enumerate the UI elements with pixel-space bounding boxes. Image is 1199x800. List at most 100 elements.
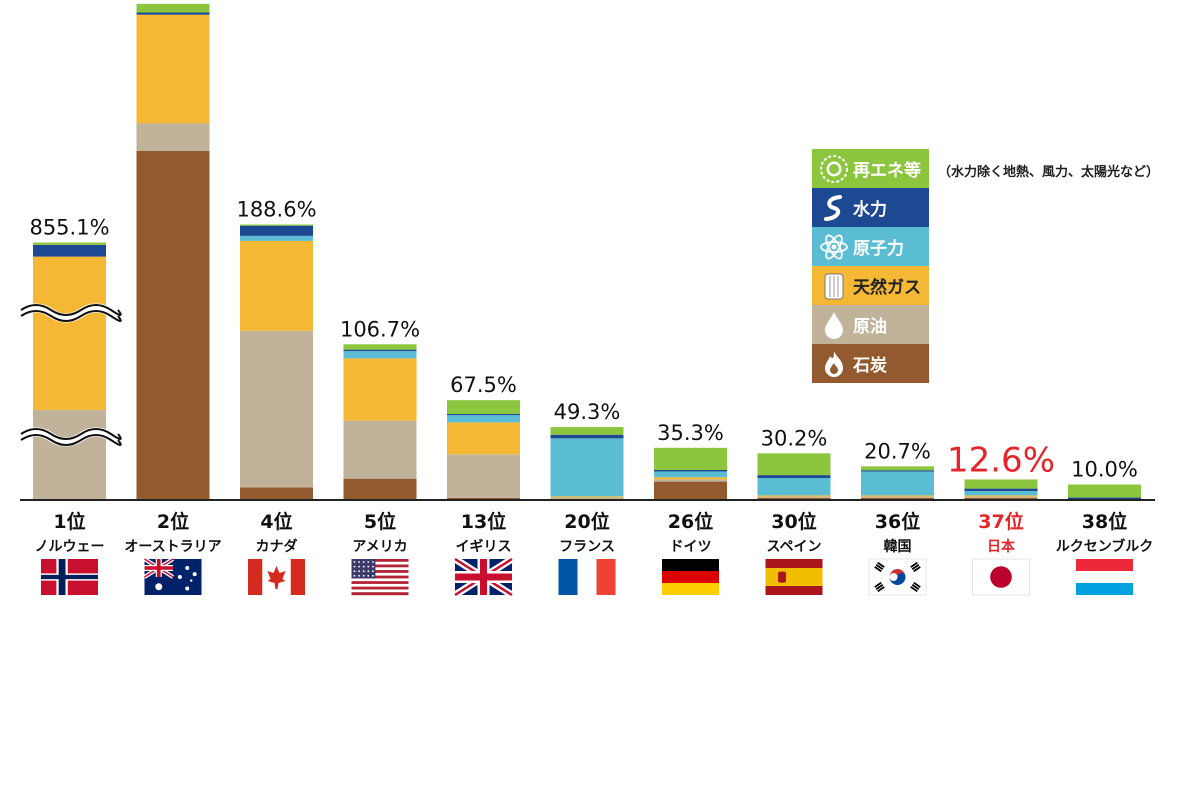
bar-segment-gas (447, 422, 520, 455)
country-label: ルクセンブルク (1056, 538, 1154, 555)
data-label: 20.7% (864, 439, 931, 463)
flame-icon (818, 348, 850, 380)
bar-segment-oil (964, 496, 1038, 498)
flag-korea (868, 558, 927, 596)
legend-item-coal: 石炭 (812, 344, 929, 383)
atom-icon (818, 231, 850, 263)
bar-segment-coal (240, 487, 313, 499)
bar-segment-oil (447, 454, 520, 498)
bar-segment-hydro (964, 488, 1038, 492)
axis-break-mark (20, 304, 122, 316)
bar-segment-oil (757, 496, 831, 498)
bar-segment-nuclear (861, 471, 934, 496)
rank-label: 2位 (157, 510, 189, 533)
data-label: 341.5% (133, 0, 213, 1)
bar-segment-gas (240, 240, 313, 331)
bar-segment-renew (550, 427, 624, 435)
legend-item-gas: 天然ガス (812, 266, 929, 305)
legend-label: 原子力 (853, 239, 904, 259)
data-label: 106.7% (340, 317, 420, 341)
legend-label: 水力 (853, 200, 887, 220)
rank-label: 30位 (771, 510, 816, 533)
data-label: 12.6% (947, 440, 1055, 480)
bar-segment-renew (654, 447, 727, 470)
bar-segment-renew (447, 400, 520, 414)
bar-segment-nuclear (240, 235, 313, 241)
country-label: 日本 (987, 538, 1016, 555)
rank-label: 36位 (875, 510, 920, 533)
country-label: スペイン (766, 539, 821, 555)
data-label: 30.2% (761, 426, 828, 450)
rank-label: 26位 (668, 510, 713, 533)
bar-segment-renew (861, 466, 934, 471)
legend-item-hydro: 水力 (812, 188, 929, 227)
bar-segment-nuclear (550, 438, 624, 497)
bar-segment-nuclear (343, 351, 417, 359)
legend-label: 石炭 (853, 356, 887, 376)
bar-segment-hydro (757, 475, 831, 478)
bar-segment-renew (343, 344, 417, 350)
axis-break-mark (20, 310, 122, 322)
bar-segment-renew (964, 479, 1038, 489)
bar-segment-nuclear (964, 491, 1038, 496)
flag-spain (765, 559, 823, 595)
water-flow-icon (818, 192, 850, 224)
country-label: カナダ (256, 538, 298, 555)
bar-segment-oil (343, 420, 417, 479)
legend-label: 原油 (853, 317, 887, 337)
axis-break-mark (20, 434, 122, 446)
data-label: 67.5% (450, 373, 517, 397)
bar-segment-coal (136, 151, 210, 499)
bar-segment-oil (861, 496, 934, 498)
country-label: イギリス (456, 538, 512, 555)
bar-segment-hydro (550, 434, 624, 439)
bar-segment-gas (343, 358, 417, 421)
bar-segment-gas (654, 477, 727, 480)
flag-australia (143, 557, 202, 595)
bar-segment-renew (136, 3, 210, 13)
bar-segment-gas (757, 495, 831, 497)
bar-segment-renew (33, 242, 106, 245)
oil-drop-icon (818, 309, 850, 341)
bar-segment-hydro (136, 12, 210, 15)
legend-item-oil: 原油 (812, 305, 929, 344)
flag-france (558, 559, 616, 595)
bar-segment-oil (240, 330, 313, 488)
data-label: 35.3% (657, 421, 724, 445)
bar-segment-coal (757, 497, 831, 499)
bar-segment-gas (861, 495, 934, 497)
bar-segment-oil (33, 409, 106, 499)
bar-segment-oil (136, 123, 210, 151)
bar-segment-gas (33, 256, 106, 410)
legend: 再エネ等 水力 原子力 天然ガス (812, 149, 929, 383)
legend-note: （水力除く地熱、風力、太陽光など） (938, 165, 1160, 180)
bar-segment-oil (654, 479, 727, 482)
bar-segment-hydro (861, 470, 934, 472)
bar-segment-gas (964, 495, 1038, 497)
country-label: ノルウェー (35, 539, 105, 555)
country-label: フランス (559, 539, 615, 555)
rank-label: 37位 (978, 510, 1023, 533)
bar-segment-oil (550, 497, 624, 499)
rank-label: 1位 (53, 510, 85, 533)
legend-item-renew: 再エネ等 (812, 149, 929, 188)
bar-segment-coal (654, 481, 727, 499)
legend-label: 天然ガス (853, 278, 921, 298)
country-label: ドイツ (670, 539, 712, 555)
bar-segment-coal (964, 497, 1038, 499)
country-label: 韓国 (884, 538, 912, 555)
flag-luxembourg (1076, 559, 1133, 595)
bar-segment-nuclear (447, 415, 520, 423)
rank-label: 38位 (1082, 510, 1127, 533)
bar-segment-hydro (240, 225, 313, 236)
data-label: 188.6% (236, 197, 316, 221)
flag-usa (351, 559, 409, 596)
rank-label: 4位 (260, 510, 292, 533)
bar-segment-renew (1068, 484, 1141, 498)
flag-canada (248, 559, 305, 595)
bar-segment-gas (136, 14, 210, 124)
rank-label: 5位 (364, 510, 396, 533)
rank-label: 13位 (461, 510, 506, 533)
bar-segment-renew (757, 453, 831, 476)
